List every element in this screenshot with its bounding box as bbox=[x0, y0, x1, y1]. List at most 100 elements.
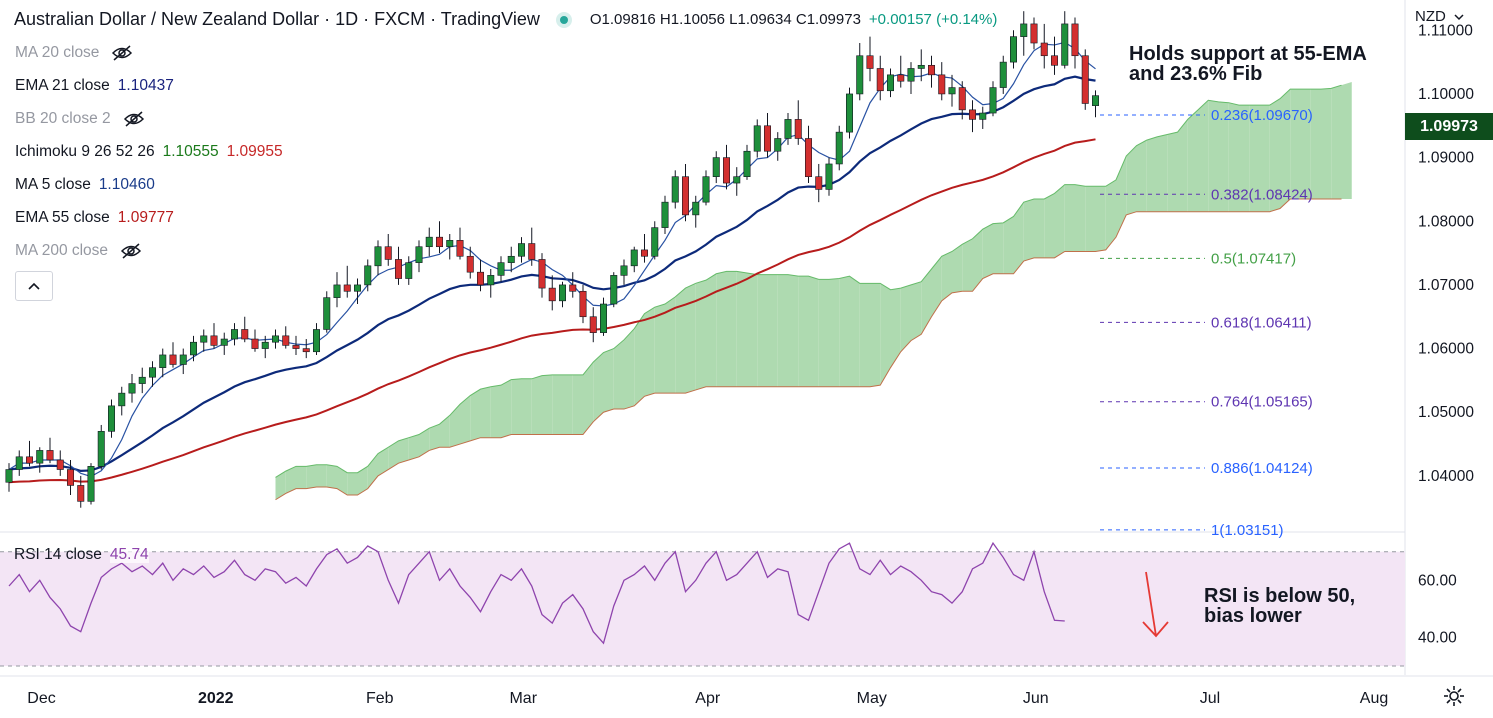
legend-label: BB 20 close 2 bbox=[15, 110, 111, 127]
rsi-tick-label: 60.00 bbox=[1418, 572, 1457, 589]
candle bbox=[149, 361, 157, 387]
candle-body bbox=[558, 284, 566, 302]
candle bbox=[763, 113, 771, 158]
candle-body bbox=[548, 287, 556, 302]
rsi-tick-label: 40.00 bbox=[1418, 629, 1457, 646]
legend-row[interactable]: EMA 55 close 1.09777 bbox=[15, 209, 174, 227]
cloud-segment bbox=[931, 256, 942, 317]
candle-body bbox=[435, 236, 443, 248]
senkou-span-a bbox=[275, 84, 1342, 478]
legend-row[interactable]: BB 20 close 2 bbox=[15, 110, 145, 128]
candle-body bbox=[292, 345, 300, 349]
candle bbox=[210, 323, 218, 349]
cloud-segment bbox=[1321, 88, 1332, 199]
cloud-segment bbox=[1136, 140, 1147, 212]
rsi-pane bbox=[0, 541, 1405, 667]
candle-body bbox=[456, 240, 464, 257]
candle-body bbox=[630, 249, 638, 267]
ohlc-readout: O1.09816 H1.10056 L1.09634 C1.09973 bbox=[589, 11, 861, 28]
cloud-segment bbox=[562, 374, 573, 435]
axes: 1.04000 1.05000 1.06000 1.07000 1.08000 1.090… bbox=[27, 22, 1474, 707]
candle-body bbox=[794, 119, 802, 139]
candle-body bbox=[507, 255, 515, 263]
candle bbox=[343, 265, 351, 298]
legend-row[interactable]: MA 200 close bbox=[15, 242, 142, 260]
cloud-segment bbox=[1218, 101, 1229, 212]
eye-off-icon[interactable] bbox=[111, 45, 133, 61]
cloud-segment bbox=[654, 304, 665, 394]
candle bbox=[927, 55, 935, 88]
cloud-segment bbox=[716, 271, 727, 387]
cloud-segment bbox=[706, 273, 717, 387]
cloud-segment bbox=[501, 379, 512, 438]
candle bbox=[446, 233, 454, 260]
candle-body bbox=[405, 262, 413, 279]
cloud-segment bbox=[921, 269, 932, 335]
candle bbox=[743, 144, 751, 180]
cloud-segment bbox=[593, 352, 604, 422]
cloud-segment bbox=[941, 251, 952, 301]
price-tick-label: 1.09000 bbox=[1418, 150, 1474, 167]
eye-off-icon[interactable] bbox=[120, 243, 142, 259]
candle bbox=[435, 221, 443, 254]
candles bbox=[5, 11, 1100, 508]
candle-body bbox=[1061, 23, 1069, 66]
rsi-legend[interactable]: RSI 14 close 45.74 bbox=[14, 546, 149, 564]
cloud-segment bbox=[449, 404, 460, 448]
candle bbox=[548, 275, 556, 311]
cloud-segment bbox=[911, 281, 922, 341]
legend-row[interactable]: Ichimoku 9 26 52 26 1.10555 1.09955 bbox=[15, 143, 283, 161]
collapse-legend-button[interactable] bbox=[15, 271, 53, 301]
cloud-segment bbox=[1341, 82, 1352, 199]
candle-body bbox=[128, 383, 136, 394]
legend-row[interactable]: MA 5 close 1.10460 bbox=[15, 176, 155, 194]
cloud-segment bbox=[788, 274, 799, 387]
cloud-segment bbox=[685, 283, 696, 394]
candle-body bbox=[149, 367, 157, 378]
cloud-segment bbox=[1228, 102, 1239, 212]
candle bbox=[804, 125, 812, 184]
senkou-span-b bbox=[275, 198, 1342, 501]
candle-body bbox=[897, 74, 905, 82]
candle-body bbox=[733, 176, 741, 184]
candle bbox=[1030, 17, 1038, 50]
cloud-segment bbox=[1034, 198, 1045, 258]
cloud-segment bbox=[347, 472, 358, 495]
candle bbox=[938, 62, 946, 101]
candle-body bbox=[589, 316, 597, 333]
legend-row[interactable]: EMA 21 close 1.10437 bbox=[15, 77, 174, 95]
currency-selector[interactable]: NZD bbox=[1415, 8, 1464, 25]
cloud-segment bbox=[1290, 89, 1301, 199]
candle bbox=[200, 329, 208, 352]
candle bbox=[712, 151, 720, 184]
time-tick-label: Aug bbox=[1360, 690, 1388, 707]
candle-body bbox=[46, 450, 54, 461]
candle bbox=[46, 437, 54, 464]
candle-body bbox=[651, 227, 659, 257]
cloud-segment bbox=[982, 223, 993, 279]
candle bbox=[876, 55, 884, 101]
cloud-segment bbox=[1116, 156, 1127, 238]
candle bbox=[897, 55, 905, 88]
candle-body bbox=[374, 246, 382, 267]
legend-value: 1.10437 bbox=[117, 77, 174, 94]
candle-body bbox=[907, 68, 915, 82]
cloud-segment bbox=[818, 279, 829, 387]
candle-body bbox=[1071, 23, 1079, 57]
cloud-segment bbox=[952, 244, 963, 293]
candle-body bbox=[620, 265, 628, 276]
legend-row[interactable]: MA 20 close bbox=[15, 44, 133, 62]
cloud-segment bbox=[429, 424, 440, 451]
price-tick-label: 1.06000 bbox=[1418, 341, 1474, 358]
candle-body bbox=[753, 125, 761, 152]
candle bbox=[1081, 49, 1089, 110]
cloud-segment bbox=[1167, 132, 1178, 212]
candle-body bbox=[497, 262, 505, 276]
candle bbox=[5, 463, 13, 492]
settings-gear-icon[interactable] bbox=[1442, 684, 1466, 708]
candle-body bbox=[1092, 95, 1100, 106]
candle-body bbox=[108, 405, 116, 432]
cloud-segment bbox=[849, 276, 860, 387]
eye-off-icon[interactable] bbox=[123, 111, 145, 127]
